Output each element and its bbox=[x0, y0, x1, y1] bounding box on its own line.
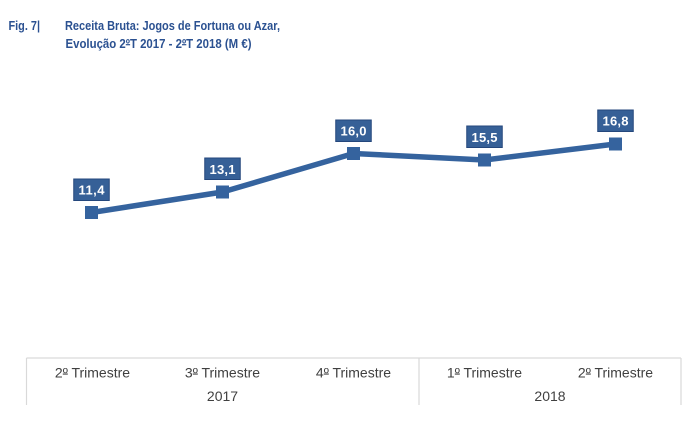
svg-text:2º Trimestre: 2º Trimestre bbox=[578, 365, 653, 381]
svg-text:3º Trimestre: 3º Trimestre bbox=[185, 365, 260, 381]
svg-text:2018: 2018 bbox=[534, 388, 565, 404]
svg-text:15,5: 15,5 bbox=[472, 130, 498, 145]
svg-text:Receita Bruta: Jogos de Fortun: Receita Bruta: Jogos de Fortuna ou Azar, bbox=[65, 18, 280, 33]
svg-text:2017: 2017 bbox=[207, 388, 238, 404]
svg-text:11,4: 11,4 bbox=[79, 183, 106, 198]
svg-text:16,0: 16,0 bbox=[341, 124, 367, 139]
svg-text:16,8: 16,8 bbox=[603, 114, 629, 129]
svg-text:1º Trimestre: 1º Trimestre bbox=[447, 365, 522, 381]
svg-text:13,1: 13,1 bbox=[210, 162, 236, 177]
svg-text:2º Trimestre: 2º Trimestre bbox=[55, 365, 130, 381]
svg-text:4º Trimestre: 4º Trimestre bbox=[316, 365, 391, 381]
svg-text:Evolução 2ºT 2017 - 2ºT 2018 (: Evolução 2ºT 2017 - 2ºT 2018 (M €) bbox=[66, 36, 252, 51]
svg-text:Fig. 7|: Fig. 7| bbox=[9, 18, 41, 33]
